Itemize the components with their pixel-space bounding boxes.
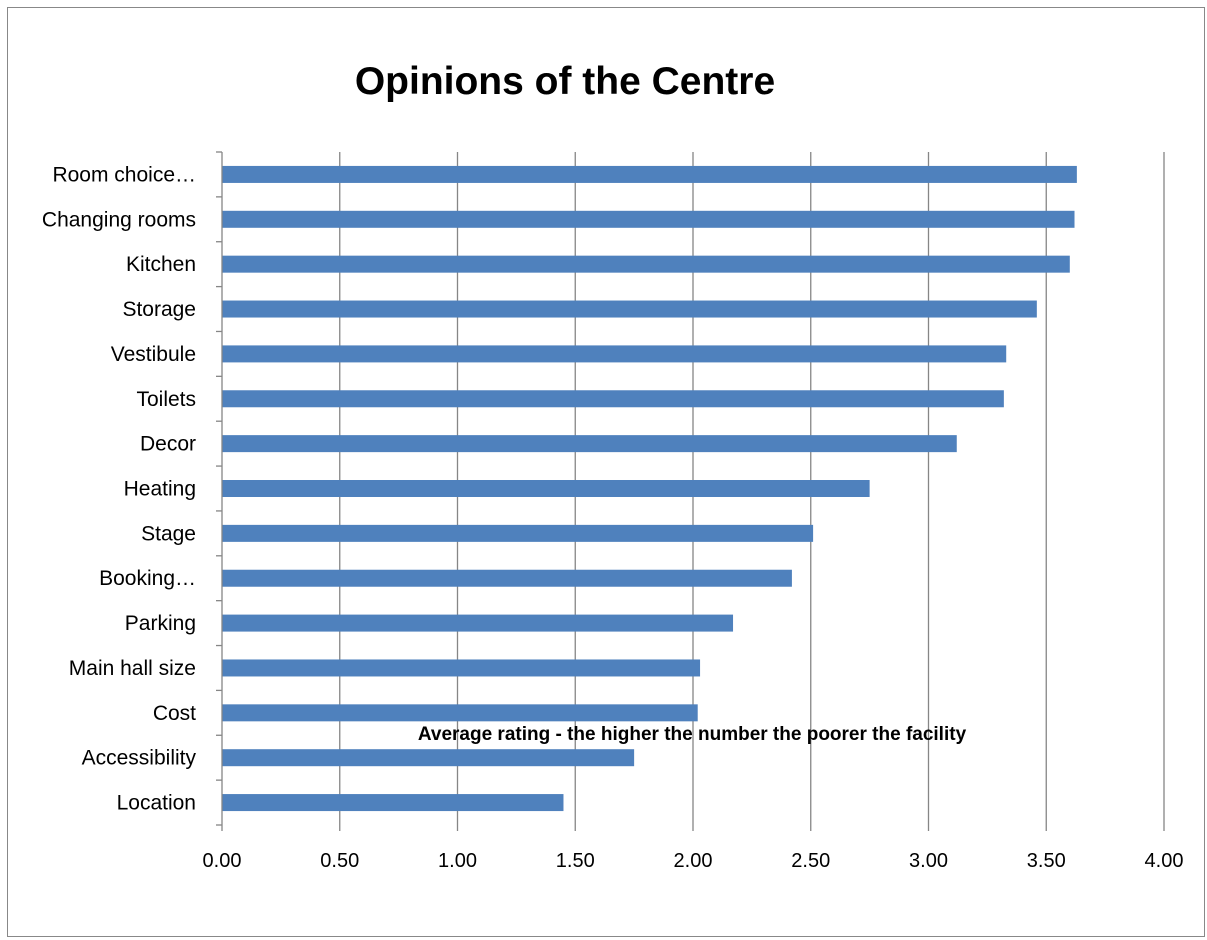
x-tick-label: 0.00 — [203, 850, 242, 872]
category-label: Toilets — [136, 388, 196, 411]
bar — [222, 390, 1004, 408]
bar — [222, 569, 792, 587]
category-label: Main hall size — [69, 657, 196, 680]
bar — [222, 524, 814, 542]
category-label: Vestibule — [111, 343, 196, 366]
bar — [222, 480, 870, 497]
x-tick-label: 2.00 — [674, 850, 713, 872]
bar — [222, 659, 701, 677]
bar — [222, 255, 1070, 273]
chart-title: Opinions of the Centre — [355, 60, 775, 103]
category-label: Booking… — [99, 567, 196, 590]
x-tick-label: 1.00 — [438, 850, 477, 872]
category-label: Changing rooms — [42, 208, 196, 231]
x-tick-label: 1.50 — [556, 850, 595, 872]
category-label: Stage — [141, 522, 196, 545]
category-label: Accessibility — [82, 747, 197, 770]
axes — [216, 151, 1165, 831]
category-label: Storage — [122, 298, 196, 321]
x-tick-label: 4.00 — [1145, 850, 1184, 872]
x-tick-label: 3.00 — [909, 850, 948, 872]
bar — [222, 614, 734, 632]
category-label: Kitchen — [126, 253, 196, 276]
bar — [222, 794, 564, 812]
chart-frame — [7, 7, 1205, 937]
bar — [222, 210, 1075, 228]
x-tick-labels: 0.00 0.50 1.00 1.50 2.00 2.50 3.00 3.50 4.00 — [203, 850, 1184, 872]
bar — [222, 435, 957, 453]
bar — [222, 704, 698, 722]
category-label: Location — [117, 792, 196, 815]
bars — [222, 165, 1077, 812]
bar — [222, 300, 1037, 318]
x-tick-label: 3.50 — [1027, 850, 1066, 872]
bar — [222, 749, 635, 767]
category-label: Decor — [140, 433, 196, 456]
x-tick-label: 0.50 — [320, 850, 359, 872]
category-label: Room choice… — [52, 163, 196, 186]
category-label: Cost — [153, 702, 196, 725]
category-label: Heating — [124, 478, 196, 501]
category-labels: Room choice… Changing rooms Kitchen Storage… — [42, 163, 197, 814]
category-label: Parking — [125, 612, 196, 635]
x-tick-label: 2.50 — [791, 850, 830, 872]
bar — [222, 165, 1077, 183]
x-axis-label: Average rating - the higher the number t… — [418, 724, 967, 745]
bar — [222, 345, 1007, 363]
